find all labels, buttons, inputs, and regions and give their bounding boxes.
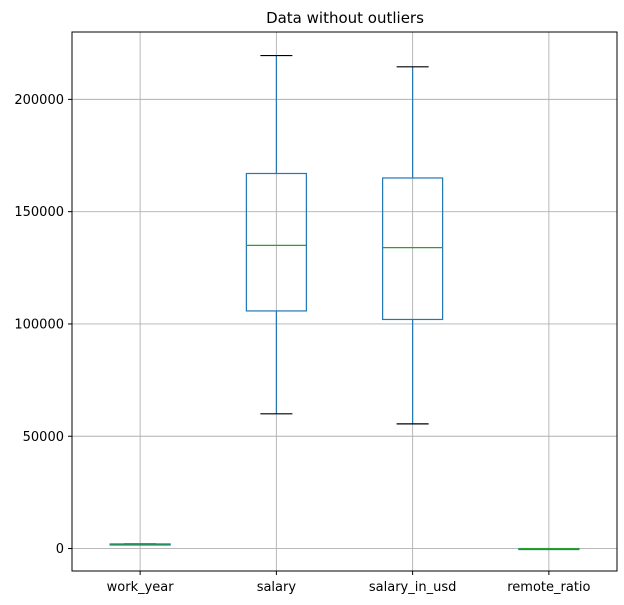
y-tick-label: 200000 (14, 93, 64, 108)
tick-layer: 0 50000 100000 150000 200000 work_year salary s… (14, 93, 590, 595)
x-tick-label: salary_in_usd (369, 580, 456, 595)
box-remote_ratio (518, 547, 580, 551)
plot-frame (71, 31, 618, 572)
chart-title: Data without outliers (266, 9, 424, 27)
box-layer (109, 54, 580, 551)
box-salary (245, 54, 307, 415)
y-tick-label: 0 (56, 542, 64, 557)
y-tick-label: 50000 (23, 430, 64, 445)
iqr-box (245, 172, 307, 312)
box-salary_in_usd (382, 66, 444, 425)
x-tick-label: remote_ratio (507, 580, 590, 595)
x-tick-label: work_year (107, 580, 175, 595)
box-work_year (109, 543, 171, 546)
y-tick-label: 150000 (14, 205, 64, 220)
iqr-box (382, 177, 444, 321)
x-tick-label: salary (257, 580, 297, 595)
y-tick-label: 100000 (14, 317, 64, 332)
